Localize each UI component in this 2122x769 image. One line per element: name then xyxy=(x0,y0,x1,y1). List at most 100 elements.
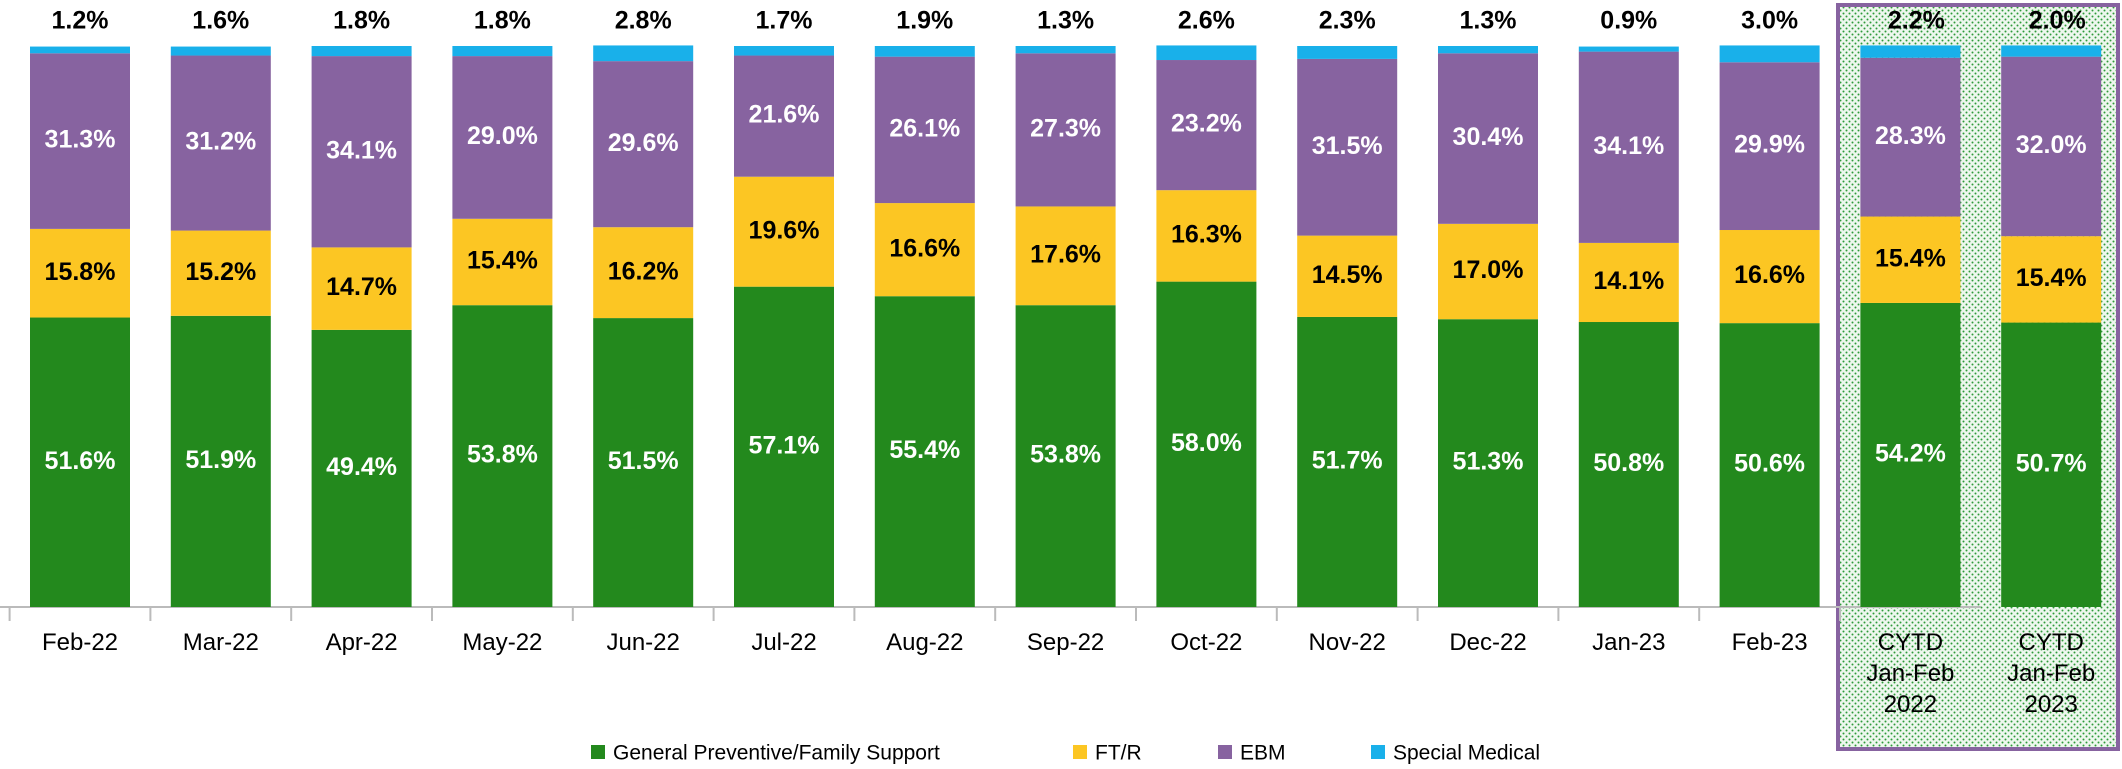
bar-segment xyxy=(1015,206,1116,306)
x-tick-label: CYTD Jan-Feb 2023 xyxy=(2007,629,2096,718)
value-label: 26.1% xyxy=(889,114,960,142)
bar-segment xyxy=(170,55,271,231)
bar-segment xyxy=(874,56,975,204)
value-label: 27.3% xyxy=(1030,114,1101,142)
value-label: 57.1% xyxy=(749,431,820,459)
value-label: 29.9% xyxy=(1734,131,1805,159)
bar-segment xyxy=(1438,319,1538,607)
bar-segment xyxy=(1860,57,1961,217)
bar-segment xyxy=(1438,223,1538,320)
value-label: 14.5% xyxy=(1312,261,1383,289)
bar-segment xyxy=(1297,316,1398,607)
value-label: 28.3% xyxy=(1875,122,1946,150)
x-tick-label: Mar-22 xyxy=(182,629,259,656)
bar-segment xyxy=(452,218,553,306)
value-label: 30.4% xyxy=(1453,123,1524,151)
value-label: 0.9% xyxy=(1600,7,1657,35)
bar-segment xyxy=(1578,322,1679,607)
bar-segment xyxy=(1719,323,1820,607)
bar-segment xyxy=(1719,45,1820,63)
value-label: 15.4% xyxy=(2016,264,2087,292)
bar-segment xyxy=(1297,235,1398,317)
value-label: 1.3% xyxy=(1037,7,1094,35)
bar-segment xyxy=(734,46,834,56)
value-label: 34.1% xyxy=(326,136,397,164)
bar-segment xyxy=(2001,236,2102,323)
value-label: 1.3% xyxy=(1460,7,1517,35)
bar-segment xyxy=(593,318,694,607)
bar-segment xyxy=(734,176,834,287)
value-label: 3.0% xyxy=(1741,7,1798,35)
value-label: 16.6% xyxy=(1734,261,1805,289)
bar-segment xyxy=(1860,45,1961,58)
x-tick-label: Sep-22 xyxy=(1026,629,1105,656)
bar-segment xyxy=(30,53,130,229)
value-label: 31.5% xyxy=(1312,132,1383,160)
bar-segment xyxy=(170,315,271,607)
value-label: 1.9% xyxy=(896,7,953,35)
legend-swatch xyxy=(1073,745,1087,759)
legend-swatch xyxy=(591,745,605,759)
bar-segment xyxy=(874,46,975,57)
value-label: 51.9% xyxy=(185,446,256,474)
x-tick-label: Jun-22 xyxy=(606,629,680,656)
bar-segment xyxy=(734,286,834,607)
bar-segment xyxy=(170,230,271,316)
value-label: 51.3% xyxy=(1453,448,1524,476)
bar-segment xyxy=(593,45,694,62)
x-tick-label: Apr-22 xyxy=(325,629,398,656)
legend-label: General Preventive/Family Support xyxy=(613,742,940,765)
value-label: 16.3% xyxy=(1171,221,1242,249)
value-label: 29.6% xyxy=(608,129,679,157)
legend-label: Special Medical xyxy=(1393,742,1540,765)
x-tick-label: May-22 xyxy=(462,629,543,656)
value-label: 32.0% xyxy=(2016,131,2087,159)
value-label: 2.6% xyxy=(1178,7,1235,35)
bar-segment xyxy=(1438,46,1538,54)
value-label: 31.3% xyxy=(45,126,116,154)
bar-segment xyxy=(1015,46,1116,54)
value-label: 54.2% xyxy=(1875,440,1946,468)
bar-segment xyxy=(1860,216,1961,303)
bar-segment xyxy=(1156,45,1257,61)
value-label: 19.6% xyxy=(749,216,820,244)
value-label: 51.7% xyxy=(1312,447,1383,475)
bar-segment xyxy=(30,46,130,54)
x-tick-label: Feb-22 xyxy=(41,629,119,656)
bar-segment xyxy=(1156,60,1257,191)
x-tick-label: CYTD Jan-Feb 2022 xyxy=(1866,629,1955,718)
value-label: 16.2% xyxy=(608,257,679,285)
bar-segment xyxy=(1578,242,1679,323)
bar-segment xyxy=(1297,58,1398,236)
value-label: 50.8% xyxy=(1593,449,1664,477)
bar-segment xyxy=(1156,190,1257,282)
bar-segment xyxy=(452,56,553,219)
bar-segment xyxy=(452,46,553,57)
value-label: 1.7% xyxy=(756,7,813,35)
bar-segment xyxy=(452,305,553,607)
value-label: 50.6% xyxy=(1734,450,1805,478)
value-label: 58.0% xyxy=(1171,429,1242,457)
x-tick-label: Aug-22 xyxy=(886,629,964,656)
bar-segment xyxy=(1297,46,1398,59)
bar-segment xyxy=(874,296,975,607)
value-label: 51.6% xyxy=(45,447,116,475)
value-label: 1.6% xyxy=(192,7,249,35)
value-label: 51.5% xyxy=(608,447,679,475)
bar-segment xyxy=(1578,46,1679,52)
value-label: 23.2% xyxy=(1171,110,1242,138)
bar-segment xyxy=(2001,45,2102,57)
bar-segment xyxy=(593,227,694,319)
value-label: 14.1% xyxy=(1593,267,1664,295)
bar-segment xyxy=(30,228,130,318)
value-label: 2.0% xyxy=(2029,7,2086,35)
value-label: 1.8% xyxy=(474,7,531,35)
x-tick-label: Jul-22 xyxy=(751,629,817,656)
value-label: 17.6% xyxy=(1030,240,1101,268)
bar-segment xyxy=(734,55,834,177)
bar-segment xyxy=(874,203,975,297)
value-label: 31.2% xyxy=(185,128,256,156)
legend-label: FT/R xyxy=(1095,742,1142,765)
